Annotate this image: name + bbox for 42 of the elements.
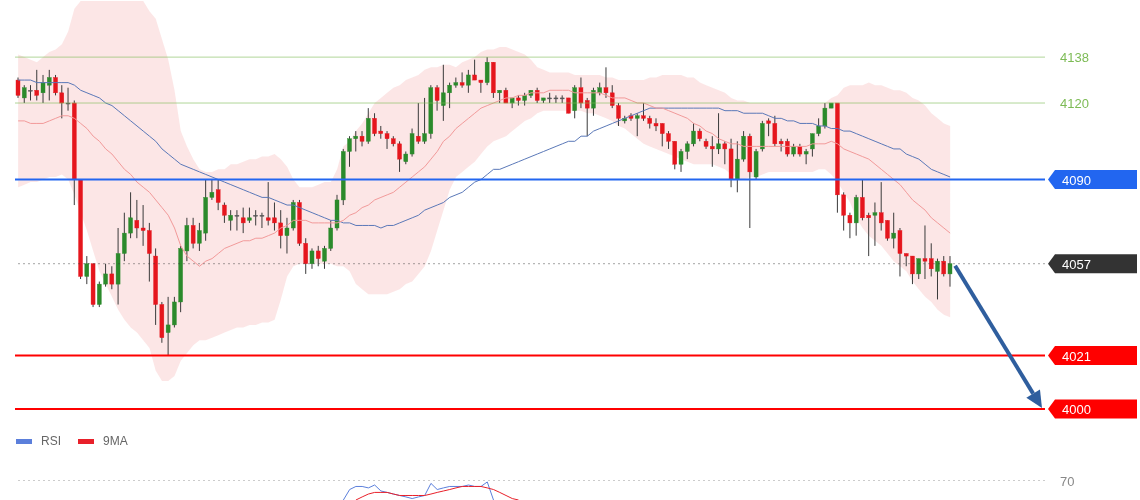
candlestick <box>916 258 921 280</box>
candlestick <box>359 130 365 147</box>
y-tick-label: 4138 <box>1060 49 1089 65</box>
candlestick <box>466 69 471 94</box>
candlestick <box>222 202 227 224</box>
candlestick <box>941 255 946 277</box>
y-tick-label: 4120 <box>1060 95 1089 111</box>
candlestick <box>947 255 953 288</box>
candlestick <box>716 112 721 155</box>
y-tick-label: 4000 <box>1062 401 1091 417</box>
candlestick <box>309 247 315 270</box>
candlestick <box>215 179 221 211</box>
candlestick <box>228 209 233 232</box>
candlestick <box>366 107 371 145</box>
candlestick <box>891 212 896 249</box>
y-tick-label: 4021 <box>1062 348 1091 364</box>
candlestick <box>84 255 90 285</box>
text: 70 <box>1060 473 1075 488</box>
line-series <box>17 79 951 229</box>
candlestick <box>234 209 240 232</box>
candlestick <box>34 69 39 101</box>
candlestick <box>628 112 634 122</box>
candlestick <box>635 112 640 137</box>
y-tick-label: 4057 <box>1062 256 1091 272</box>
candlestick <box>935 258 940 300</box>
candlestick <box>190 217 196 249</box>
candlestick <box>240 207 246 234</box>
candlestick <box>316 245 321 267</box>
line-series <box>17 89 951 267</box>
candlestick <box>803 148 809 165</box>
candlestick <box>15 77 21 99</box>
candlestick <box>109 265 115 290</box>
candlestick <box>872 202 878 247</box>
candlestick <box>416 102 421 145</box>
y-tick-label: 4090 <box>1062 172 1091 188</box>
candlestick <box>434 84 440 112</box>
candlestick <box>572 84 577 119</box>
legend-label: 9MA <box>103 434 128 448</box>
candlestick <box>484 56 490 86</box>
legend-label: RSI <box>41 434 62 448</box>
candlestick <box>65 87 71 112</box>
candlestick <box>459 71 465 89</box>
